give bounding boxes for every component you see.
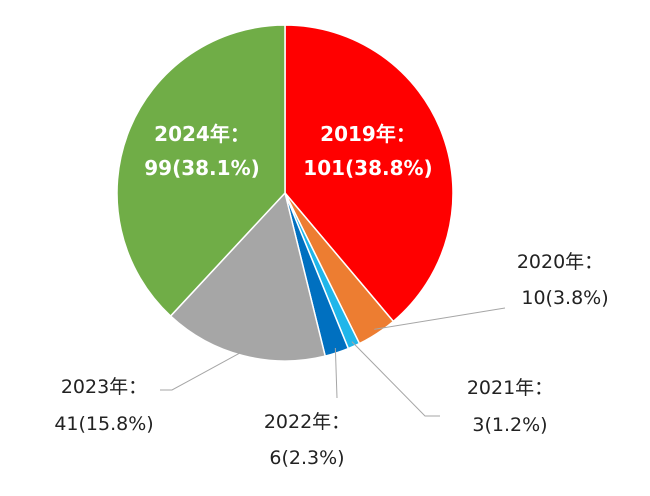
pie-slices [116, 24, 454, 362]
label-2022-year: 2022年： [264, 411, 350, 433]
label-2021-year: 2021年： [467, 377, 553, 399]
label-2019-value: 101(38.8%) [303, 156, 432, 180]
label-2021-value: 3(1.2%) [472, 414, 547, 436]
label-2023-value: 41(15.8%) [54, 413, 153, 435]
label-2024-year: 2024年： [154, 122, 250, 146]
leader-line-2021 [351, 341, 440, 417]
pie-slice-2024 [116, 24, 286, 318]
pie-slice-2023 [169, 191, 327, 362]
label-2020-year: 2020年： [517, 251, 603, 273]
pie-slice-2019 [284, 24, 454, 323]
label-2020-value: 10(3.8%) [521, 287, 608, 309]
label-2019-year: 2019年： [320, 122, 416, 146]
label-2024-value: 99(38.1%) [144, 156, 260, 180]
slice-labels: 2019年： 101(38.8%) 2020年： 10(3.8%) 2021年：… [54, 122, 608, 469]
label-2022-value: 6(2.3%) [269, 447, 344, 469]
leader-lines [160, 307, 506, 417]
leader-line-2020 [374, 307, 506, 330]
leader-line-2022 [334, 347, 338, 399]
label-2023-year: 2023年： [61, 376, 147, 398]
leader-line-2023 [160, 350, 245, 391]
